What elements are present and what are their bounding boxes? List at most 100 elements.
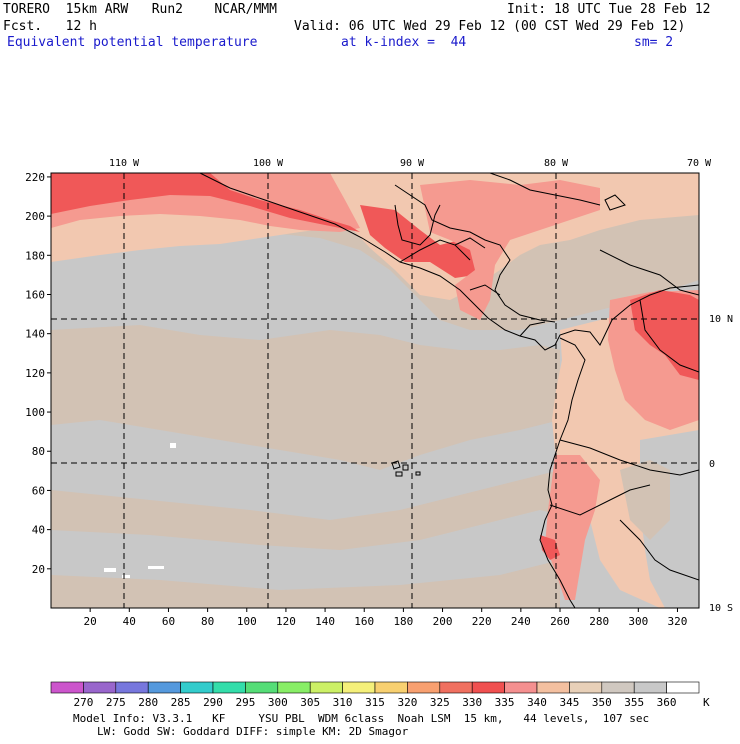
lon-label-1: 100 W (253, 158, 284, 169)
colorbar-label-285: 285 (171, 696, 191, 709)
white-patch-1 (170, 443, 176, 448)
x-tick-label-240: 240 (511, 615, 531, 628)
colorbar-swatch-0 (50, 681, 84, 694)
colorbar-swatch-13 (471, 681, 505, 694)
field-name: Equivalent potential temperature (7, 35, 258, 50)
white-patch-2 (104, 568, 116, 572)
coastline-galapagos-2 (402, 464, 409, 471)
x-tick-label-140: 140 (315, 615, 335, 628)
x-tick-label-160: 160 (354, 615, 374, 628)
y-tick-label-160: 160 (25, 288, 45, 301)
coastline-caribbean (394, 184, 556, 323)
header-model-line: TORERO 15km ARW Run2 NCAR/MMM (3, 2, 277, 17)
x-tick-label-320: 320 (668, 615, 688, 628)
border-peru-brazil (619, 519, 699, 581)
white-patch-3 (148, 566, 164, 569)
colorbar-label-345: 345 (559, 696, 579, 709)
pink-ecuador-peru (545, 455, 600, 600)
colorbar-label-320: 320 (397, 696, 417, 709)
colorbar-label-305: 305 (300, 696, 320, 709)
axis-ticks (47, 176, 678, 612)
y-tick-label-220: 220 (25, 171, 45, 184)
coastline-galapagos-1 (391, 460, 401, 470)
colorbar-swatch-5 (212, 681, 246, 694)
x-tick-label-300: 300 (628, 615, 648, 628)
axis-labels: 20 40 60 80 100 120 140 160 180 200 220 20 40 60 80 100… (25, 158, 733, 628)
header-forecast-hour: Fcst. 12 h (3, 19, 97, 34)
theta-e-field (51, 173, 699, 608)
header-init-time: Init: 18 UTC Tue 28 Feb 12 (507, 2, 711, 17)
colorbar-swatch-8 (309, 681, 343, 694)
coastline-yucatan (394, 204, 441, 246)
colorbar-label-350: 350 (592, 696, 612, 709)
colorbar-swatch-2 (115, 681, 149, 694)
tan-band-far-south (51, 560, 560, 608)
x-tick-label-120: 120 (276, 615, 296, 628)
colorbar-label-290: 290 (203, 696, 223, 709)
colorbar-swatch-10 (374, 681, 408, 694)
y-tick-label-140: 140 (25, 328, 45, 341)
white-patch-4 (122, 575, 130, 578)
x-tick-label-260: 260 (550, 615, 570, 628)
border-ecuador-peru (549, 484, 651, 516)
x-tick-label-80: 80 (201, 615, 214, 628)
border-colombia-ecuador (559, 439, 699, 476)
y-tick-label-20: 20 (32, 563, 45, 576)
coastlines (199, 173, 699, 608)
lon-label-3: 80 W (544, 158, 569, 169)
lat-label-2: 10 S (709, 603, 733, 614)
colorbar: 270 275 280 285 290 295 300 305 310 315 320 325 330 3… (50, 681, 710, 709)
tan-amazon (620, 460, 670, 540)
y-tick-label-180: 180 (25, 249, 45, 262)
colorbar-swatch-6 (245, 681, 279, 694)
colorbar-label-325: 325 (430, 696, 450, 709)
colorbar-swatch-19 (666, 681, 700, 694)
x-tick-label-220: 220 (472, 615, 492, 628)
tan-band-mid (51, 325, 560, 470)
border-panama (519, 321, 546, 337)
y-tick-label-120: 120 (25, 367, 45, 380)
colorbar-label-315: 315 (365, 696, 385, 709)
border-central-america-3 (469, 284, 501, 296)
coastline-galapagos-3 (395, 471, 403, 477)
colorbar-swatch-7 (277, 681, 311, 694)
colorbar-label-270: 270 (73, 696, 93, 709)
colorbar-swatch-4 (180, 681, 214, 694)
colorbar-swatch-14 (504, 681, 538, 694)
pink-central-america (420, 180, 600, 320)
x-tick-label-60: 60 (162, 615, 175, 628)
border-colombia-venezuela (639, 299, 699, 373)
colorbar-label-340: 340 (527, 696, 547, 709)
field-smoothing: sm= 2 (634, 35, 674, 50)
header-valid-time: Valid: 06 UTC Wed 29 Feb 12 (00 CST Wed … (294, 19, 686, 34)
x-tick-label-280: 280 (589, 615, 609, 628)
model-info-line: Model Info: V3.3.1 KF YSU PBL WDM 6class… (73, 712, 650, 725)
x-tick-label-20: 20 (84, 615, 97, 628)
coastline-south-america-pacific (539, 337, 586, 608)
colorbar-label-275: 275 (106, 696, 126, 709)
colorbar-label-355: 355 (624, 696, 644, 709)
colorbar-swatch-18 (633, 681, 667, 694)
border-central-america-2 (454, 237, 486, 249)
colorbar-label-280: 280 (138, 696, 158, 709)
x-tick-label-100: 100 (237, 615, 257, 628)
red-north (51, 173, 360, 232)
red-central-america (360, 205, 480, 278)
field-level: at k-index = 44 (341, 35, 467, 50)
x-tick-label-180: 180 (393, 615, 413, 628)
coastline-cuba (489, 173, 601, 206)
colorbar-swatch-3 (147, 681, 181, 694)
colorbar-label-310: 310 (333, 696, 353, 709)
colorbar-swatch-1 (83, 681, 117, 694)
x-tick-label-200: 200 (433, 615, 453, 628)
coastline-caribbean-coast-colombia (599, 249, 699, 296)
coastline-islands (604, 194, 626, 211)
coastline-mexico-central-america (199, 173, 699, 351)
colorbar-swatch-17 (601, 681, 635, 694)
colorbar-swatch-11 (407, 681, 441, 694)
colorbar-label-300: 300 (268, 696, 288, 709)
y-tick-label-80: 80 (32, 445, 45, 458)
red-colombia (630, 290, 699, 380)
lon-label-0: 110 W (109, 158, 140, 169)
